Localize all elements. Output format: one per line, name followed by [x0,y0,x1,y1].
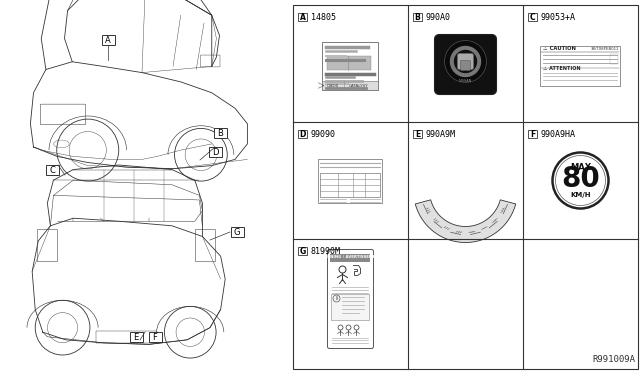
Text: 99053+A: 99053+A [541,13,576,22]
Circle shape [445,41,486,83]
Bar [413,13,422,21]
Text: C: C [49,166,55,174]
Text: 80: 80 [561,164,600,192]
Text: C: C [530,13,535,22]
Bar [330,253,371,262]
Bar [45,165,58,175]
Text: OBD0: OBD0 [326,83,339,87]
Text: 990A0: 990A0 [426,13,451,22]
Bar [298,247,307,255]
Text: NISSAN: NISSAN [459,78,472,83]
Text: i: i [335,296,337,301]
Text: D: D [212,148,218,157]
Bar [413,130,422,138]
Text: ⚠ CAUTION: ⚠ CAUTION [543,46,577,51]
Bar [528,13,537,21]
Bar [321,173,381,196]
Text: E: E [415,129,420,138]
FancyBboxPatch shape [461,61,470,71]
Text: A: A [300,13,305,22]
FancyBboxPatch shape [328,250,374,349]
Circle shape [552,153,609,208]
Text: 81990M: 81990M [311,247,341,256]
Text: 99090: 99090 [311,129,336,138]
Bar [102,35,115,45]
Polygon shape [415,200,516,243]
Text: F: F [152,333,157,341]
Text: F: F [530,129,535,138]
Text: WARNING / AVERTISSEMENT: WARNING / AVERTISSEMENT [320,256,381,260]
Circle shape [451,46,481,77]
Text: 990A9HA: 990A9HA [541,129,576,138]
Bar [541,45,621,86]
Bar [323,42,378,90]
Text: CATALYSY: CATALYSY [349,83,368,87]
Bar [148,332,161,342]
Text: 990A9M: 990A9M [426,129,456,138]
Bar [298,130,307,138]
Bar [293,5,638,369]
Text: ⚠ ATTENTION: ⚠ ATTENTION [543,66,581,71]
Bar [298,13,307,21]
Text: B: B [415,13,420,22]
Text: A: A [105,35,111,45]
Bar [230,227,243,237]
Text: E: E [133,333,139,341]
Text: B: B [217,128,223,138]
Text: D: D [300,129,306,138]
Text: G: G [300,247,306,256]
Text: R991009A: R991009A [592,355,635,364]
Text: MAX: MAX [570,163,591,172]
Bar [214,128,227,138]
Circle shape [454,51,477,73]
Text: 38/T08PEB012: 38/T08PEB012 [591,46,619,51]
FancyBboxPatch shape [435,35,497,94]
Bar [129,332,143,342]
Text: KM/H: KM/H [570,192,591,198]
Bar [328,55,371,70]
Bar [611,54,618,64]
Bar [319,158,383,202]
Bar [96,331,157,343]
Text: 14805: 14805 [311,13,336,22]
FancyBboxPatch shape [458,54,474,70]
Text: G: G [234,228,240,237]
Bar [528,130,537,138]
Bar [323,80,378,90]
Bar [332,294,369,320]
Bar [209,147,221,157]
